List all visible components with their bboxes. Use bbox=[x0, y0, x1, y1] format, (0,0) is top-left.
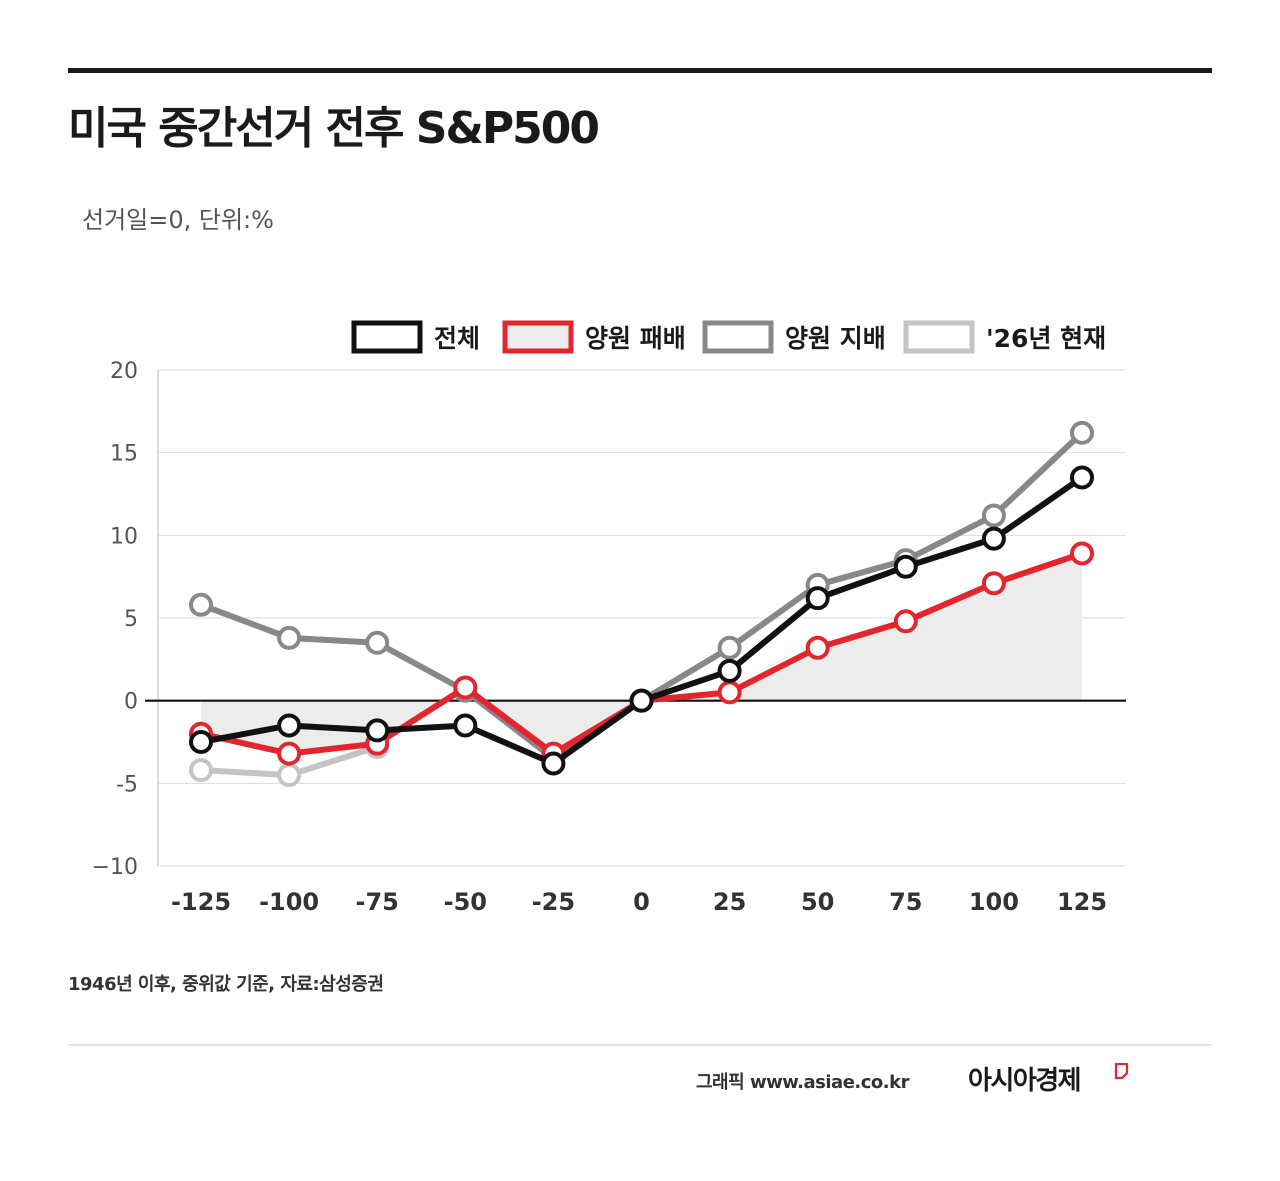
data-point bbox=[1070, 541, 1094, 566]
y-tick-label: 20 bbox=[110, 359, 138, 384]
series-0 bbox=[189, 465, 1094, 776]
data-point bbox=[1070, 420, 1094, 445]
data-point bbox=[805, 635, 830, 660]
brand-logo-text: 아시아경제 bbox=[968, 1066, 1082, 1096]
y-tick-label: 15 bbox=[110, 442, 138, 467]
data-point bbox=[981, 503, 1006, 528]
data-point bbox=[277, 625, 302, 650]
source-note: 1946년 이후, 중위값 기준, 자료:삼성증권 bbox=[68, 974, 384, 995]
data-point bbox=[277, 713, 302, 738]
data-point bbox=[629, 688, 654, 713]
chart-title: 미국 중간선거 전후 S&P500 bbox=[68, 103, 600, 154]
data-point bbox=[805, 586, 830, 611]
x-tick-label: -125 bbox=[171, 888, 231, 916]
data-point bbox=[277, 741, 302, 766]
x-tick-label: -25 bbox=[532, 888, 575, 916]
legend-swatch bbox=[903, 320, 975, 354]
data-point bbox=[277, 763, 302, 788]
data-point bbox=[981, 571, 1006, 596]
x-tick-label: 25 bbox=[713, 888, 746, 916]
x-tick-label: 50 bbox=[801, 888, 834, 916]
legend-label: 전체 bbox=[434, 324, 480, 353]
legend-swatch bbox=[351, 320, 423, 354]
x-tick-label: 125 bbox=[1057, 888, 1107, 916]
y-tick-label: 10 bbox=[110, 524, 138, 549]
top-rule bbox=[68, 68, 1212, 73]
data-point bbox=[189, 730, 213, 754]
y-tick-label: 5 bbox=[124, 607, 138, 632]
data-point bbox=[189, 758, 213, 783]
legend-swatch bbox=[502, 320, 574, 354]
graphic-credit: 그래픽 www.asiae.co.kr bbox=[696, 1072, 909, 1093]
legend-item: 전체 bbox=[351, 320, 480, 354]
legend-item: '26년 현재 bbox=[903, 320, 1106, 354]
y-tick-label: −10 bbox=[92, 855, 138, 880]
data-point bbox=[717, 635, 742, 660]
legend-label: 양원 패배 bbox=[585, 324, 686, 353]
data-point bbox=[541, 751, 566, 776]
legend-item: 양원 패배 bbox=[502, 320, 686, 354]
data-point bbox=[717, 658, 742, 683]
x-tick-label: -75 bbox=[356, 888, 399, 916]
bottom-rule bbox=[68, 1044, 1212, 1046]
area-fill bbox=[201, 553, 1082, 754]
data-point bbox=[365, 630, 390, 655]
brand-logo-icon bbox=[1114, 1063, 1129, 1080]
x-tick-label: 0 bbox=[633, 888, 650, 916]
chart-subtitle: 선거일=0, 단위:% bbox=[82, 206, 274, 234]
data-point bbox=[1070, 465, 1094, 490]
data-point bbox=[453, 675, 478, 700]
data-point bbox=[893, 609, 918, 634]
data-point bbox=[893, 554, 918, 579]
legend-item: 양원 지배 bbox=[702, 320, 886, 354]
legend-label: 양원 지배 bbox=[785, 324, 886, 353]
data-point bbox=[717, 680, 742, 705]
data-point bbox=[189, 592, 213, 617]
x-tick-label: 75 bbox=[889, 888, 922, 916]
x-tick-label: -50 bbox=[444, 888, 487, 916]
y-tick-label: -5 bbox=[116, 772, 138, 797]
x-tick-label: -100 bbox=[259, 888, 319, 916]
line-chart: −10 -5 0 5 10 15 20 -125 -100 -75 -50 -25 0 25 50 75 100… bbox=[0, 300, 1280, 940]
y-tick-label: 0 bbox=[124, 690, 138, 715]
data-point bbox=[981, 526, 1006, 551]
legend-swatch bbox=[702, 320, 774, 354]
data-point bbox=[365, 718, 390, 743]
data-point bbox=[453, 713, 478, 738]
x-tick-label: 100 bbox=[969, 888, 1019, 916]
legend-label: '26년 현재 bbox=[986, 324, 1106, 353]
